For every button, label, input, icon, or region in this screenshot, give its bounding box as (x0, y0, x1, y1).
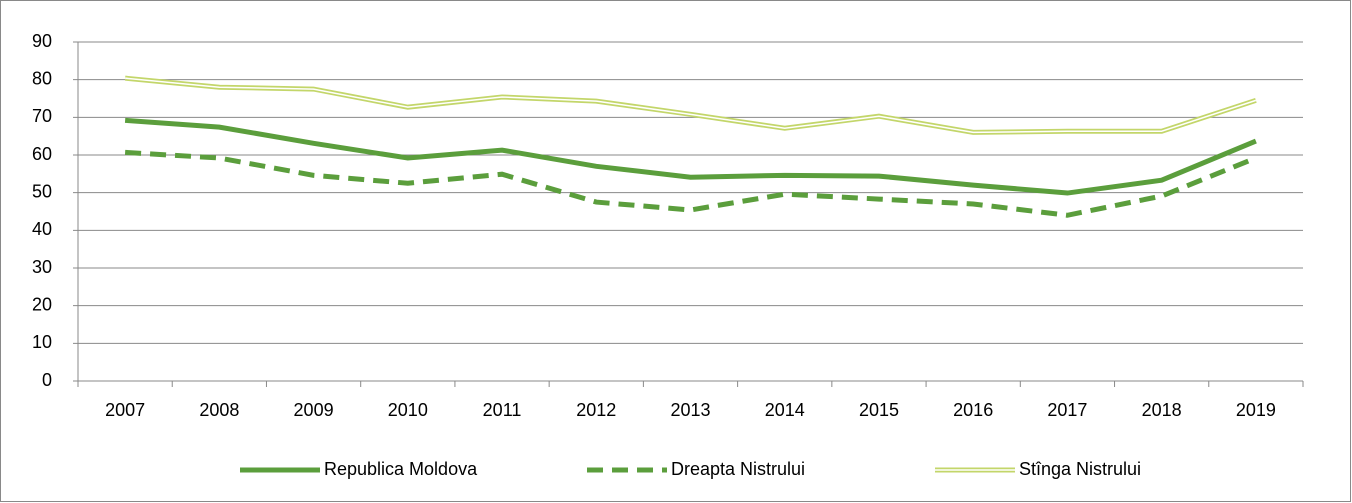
x-tick-label: 2017 (1047, 400, 1087, 420)
y-tick-label: 60 (32, 144, 52, 164)
x-tick-label: 2015 (859, 400, 899, 420)
y-tick-label: 70 (32, 106, 52, 126)
legend-label: Stînga Nistrului (1019, 459, 1141, 479)
series-line (124, 149, 1257, 218)
legend-label: Republica Moldova (324, 459, 478, 479)
x-tick-label: 2009 (294, 400, 334, 420)
y-tick-label: 40 (32, 219, 52, 239)
y-tick-label: 20 (32, 294, 52, 314)
y-tick-label: 30 (32, 257, 52, 277)
series-line (124, 117, 1257, 196)
x-tick-label: 2019 (1236, 400, 1276, 420)
legend-label: Dreapta Nistrului (671, 459, 805, 479)
series-line-inner (125, 77, 1257, 134)
y-tick-label: 80 (32, 68, 52, 88)
x-tick-label: 2010 (388, 400, 428, 420)
x-tick-label: 2007 (105, 400, 145, 420)
y-tick-label: 50 (32, 181, 52, 201)
x-tick-label: 2018 (1142, 400, 1182, 420)
x-tick-label: 2011 (483, 400, 522, 420)
x-tick-label: 2014 (765, 400, 805, 420)
x-tick-label: 2016 (953, 400, 993, 420)
x-tick-label: 2008 (199, 400, 239, 420)
x-tick-label: 2013 (670, 400, 710, 420)
y-tick-label: 10 (32, 332, 52, 352)
y-tick-label: 0 (42, 370, 52, 390)
x-tick-label: 2012 (576, 400, 616, 420)
y-tick-label: 90 (32, 31, 52, 51)
